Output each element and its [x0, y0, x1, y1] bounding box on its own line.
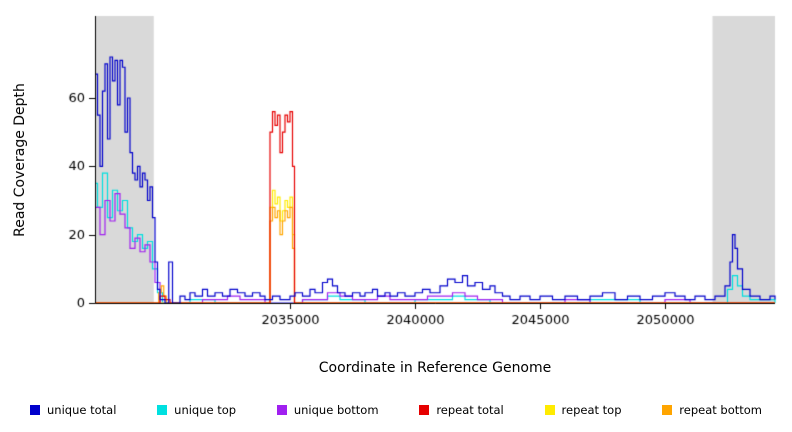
legend-item-unique-top: unique top [157, 403, 236, 417]
y-axis-label: Read Coverage Depth [12, 83, 28, 237]
legend-item-unique-total: unique total [30, 403, 116, 417]
legend-label: repeat total [436, 403, 504, 417]
legend-swatch [30, 405, 40, 415]
legend-swatch [662, 405, 673, 415]
legend-swatch [276, 405, 287, 415]
legend: unique total unique top unique bottom repea… [0, 403, 792, 417]
legend-label: unique top [174, 403, 237, 417]
legend-label: unique bottom [293, 403, 379, 417]
legend-item-repeat-top: repeat top [544, 403, 622, 417]
legend-item-unique-bottom: unique bottom [276, 403, 379, 417]
legend-item-repeat-bottom: repeat bottom [662, 403, 762, 417]
coverage-plot-canvas [0, 0, 792, 395]
x-axis-label: Coordinate in Reference Genome [318, 360, 552, 376]
legend-item-repeat-total: repeat total [419, 403, 504, 417]
legend-swatch [157, 405, 168, 415]
legend-swatch [419, 405, 430, 415]
legend-label: repeat top [561, 403, 622, 417]
legend-label: unique total [47, 403, 117, 417]
legend-swatch [544, 405, 555, 415]
legend-label: repeat bottom [679, 403, 762, 417]
